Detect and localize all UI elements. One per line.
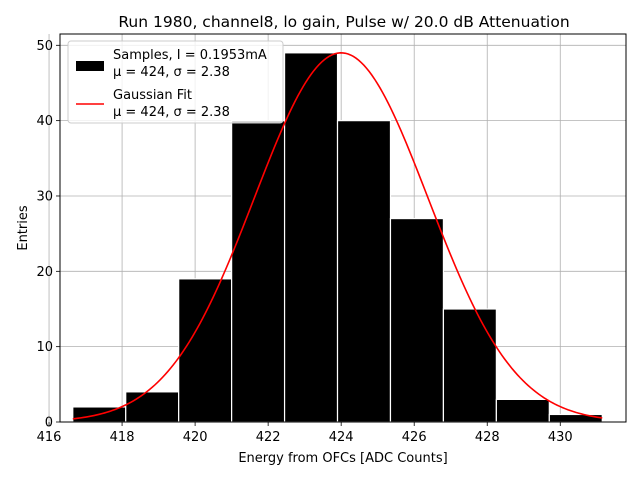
x-tick-label: 426 bbox=[402, 430, 427, 445]
legend-fit-stats: μ = 424, σ = 2.38 bbox=[113, 105, 230, 120]
gaussian-fit-layer bbox=[72, 52, 603, 420]
legend-fit-label: Gaussian Fit bbox=[113, 88, 192, 103]
chart-title: Run 1980, channel8, lo gain, Pulse w/ 20… bbox=[118, 13, 569, 31]
x-tick-label: 424 bbox=[329, 430, 354, 445]
x-axis-ticks: 416 418 420 422 424 426 428 430 bbox=[37, 422, 573, 445]
x-tick-label: 428 bbox=[475, 430, 500, 445]
x-tick-label: 418 bbox=[110, 430, 135, 445]
x-axis-label: Energy from OFCs [ADC Counts] bbox=[238, 451, 447, 466]
histogram-bar bbox=[442, 308, 497, 423]
histogram-bars bbox=[72, 52, 603, 423]
histogram-bar bbox=[231, 120, 286, 423]
x-tick-label: 422 bbox=[256, 430, 281, 445]
y-tick-label: 0 bbox=[45, 416, 53, 431]
histogram-bar bbox=[495, 398, 550, 423]
histogram-bar bbox=[548, 413, 603, 423]
y-tick-label: 50 bbox=[36, 39, 53, 54]
y-tick-label: 10 bbox=[36, 340, 53, 355]
legend-box bbox=[67, 40, 284, 124]
x-tick-label: 416 bbox=[37, 430, 62, 445]
x-tick-label: 420 bbox=[183, 430, 208, 445]
legend-histogram-stats: μ = 424, σ = 2.38 bbox=[113, 65, 230, 80]
legend-histogram-swatch bbox=[76, 61, 104, 71]
legend: Samples, I = 0.1953mA μ = 424, σ = 2.38 … bbox=[67, 40, 284, 124]
y-axis-label: Entries bbox=[16, 205, 31, 251]
x-tick-label: 430 bbox=[548, 430, 573, 445]
y-tick-label: 20 bbox=[36, 265, 53, 280]
histogram-bar bbox=[389, 217, 445, 423]
legend-histogram-label: Samples, I = 0.1953mA bbox=[113, 48, 267, 63]
y-tick-label: 40 bbox=[36, 114, 53, 129]
y-tick-label: 30 bbox=[36, 189, 53, 204]
plot-frame bbox=[59, 33, 627, 423]
y-axis-ticks: 0 10 20 30 40 50 bbox=[36, 39, 60, 431]
histogram-bar bbox=[336, 120, 392, 423]
gaussian-fit-curve bbox=[72, 52, 603, 420]
histogram-bar bbox=[178, 278, 233, 423]
histogram-bar bbox=[125, 391, 180, 423]
